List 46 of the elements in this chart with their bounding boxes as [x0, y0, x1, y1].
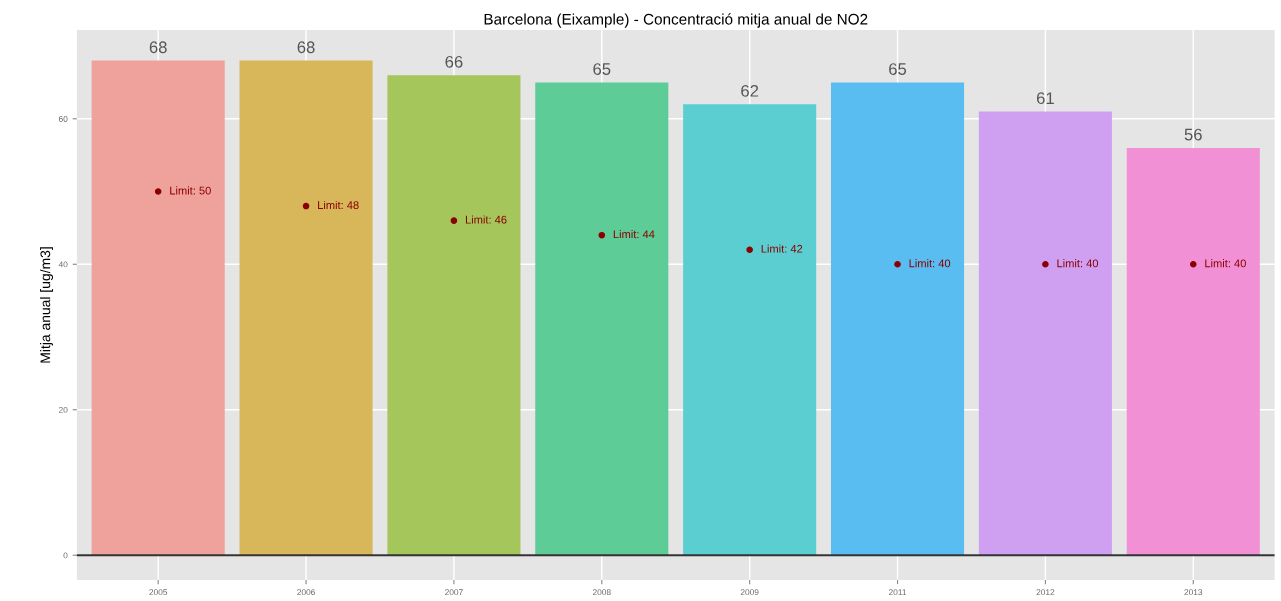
y-tick-label: 0 — [63, 552, 68, 559]
data-label: 68 — [149, 41, 167, 54]
x-tick-label: 2008 — [592, 589, 611, 596]
data-label: Limit: 40 — [909, 259, 951, 268]
bar — [535, 82, 669, 556]
y-tick-label: 40 — [58, 261, 68, 268]
x-tick-label: 2012 — [1036, 589, 1055, 596]
data-label: 61 — [1036, 92, 1054, 105]
chart-title: Barcelona (Eixample) - Concentració mitja anual de NO2 — [484, 13, 868, 28]
y-tick-label: 60 — [58, 115, 68, 122]
point — [598, 231, 606, 239]
bar — [91, 60, 225, 556]
data-label: 56 — [1184, 128, 1202, 141]
x-tick-label: 2007 — [445, 589, 463, 596]
y-tick-label: 20 — [58, 406, 68, 413]
data-label: 66 — [445, 55, 463, 68]
data-label: Limit: 48 — [318, 200, 359, 210]
data-label: Limit: 40 — [1057, 259, 1099, 268]
data-label: Limit: 42 — [761, 244, 803, 253]
data-label: 62 — [741, 84, 759, 97]
x-tick-label: 2013 — [1184, 589, 1203, 596]
bar — [683, 104, 817, 556]
point — [1042, 260, 1049, 268]
data-label: 68 — [297, 41, 315, 54]
data-label: Limit: 44 — [613, 230, 655, 239]
point — [450, 217, 458, 224]
x-tick-label: 2009 — [740, 589, 759, 596]
point — [894, 260, 901, 268]
data-label: Limit: 50 — [170, 186, 211, 195]
bar — [1126, 147, 1260, 556]
bar — [830, 82, 965, 556]
bar — [387, 75, 521, 556]
bar — [978, 111, 1112, 556]
bar — [239, 60, 373, 556]
point — [302, 202, 310, 210]
data-label: Limit: 40 — [1205, 259, 1246, 268]
x-tick-label: 2005 — [149, 589, 168, 596]
x-tick-label: 2011 — [888, 589, 907, 596]
point — [746, 246, 753, 254]
point — [154, 188, 162, 195]
data-label: 65 — [889, 63, 907, 75]
data-label: Limit: 46 — [465, 215, 507, 224]
data-label: 65 — [593, 63, 611, 75]
point — [1189, 260, 1197, 268]
y-axis-title: Mitja anual [ug/m3] — [40, 247, 54, 363]
x-tick-label: 2006 — [297, 589, 315, 596]
